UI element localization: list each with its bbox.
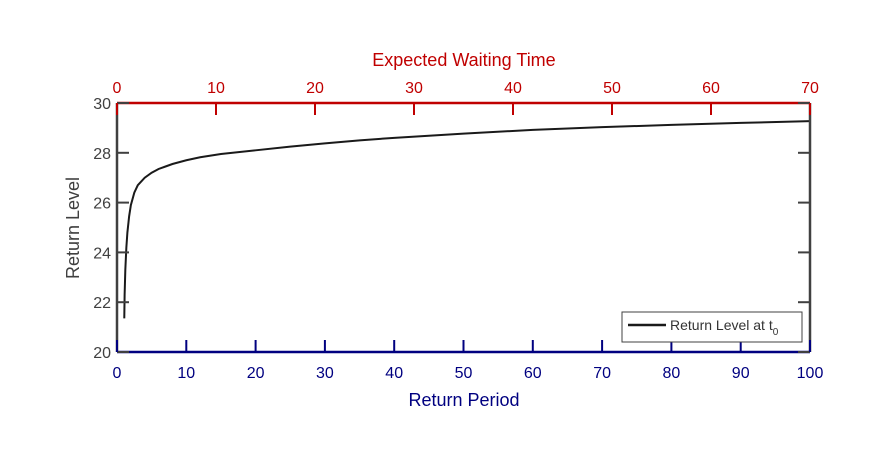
x-tick-label: 60 [524, 365, 542, 382]
x-tick-label: 0 [113, 365, 122, 382]
y-tick-label: 22 [93, 295, 111, 312]
y-tick-label: 20 [93, 345, 111, 362]
y-tick-label: 24 [93, 245, 111, 262]
x-tick-label: 90 [732, 365, 750, 382]
x-tick-label: 50 [455, 365, 473, 382]
y-axis-title: Return Level [63, 177, 83, 279]
x-tick-label: 80 [663, 365, 681, 382]
x-tick-label: 70 [593, 365, 611, 382]
y-tick-label: 30 [93, 96, 111, 113]
top-tick-label: 60 [702, 80, 720, 97]
x-tick-label: 20 [247, 365, 265, 382]
top-tick-label: 40 [504, 80, 522, 97]
legend-label-main: Return Level at t [670, 317, 773, 333]
series-line [123, 120, 811, 319]
legend-label: Return Level at t0 [670, 317, 779, 338]
x-tick-label: 100 [797, 365, 824, 382]
top-tick-label: 10 [207, 80, 225, 97]
y-tick-label: 26 [93, 196, 111, 213]
top-axis-title: Expected Waiting Time [372, 50, 555, 70]
top-tick-label: 0 [113, 80, 122, 97]
legend-box [621, 311, 803, 343]
y-tick-label: 28 [93, 146, 111, 163]
top-tick-label: 30 [405, 80, 423, 97]
x-tick-label: 30 [316, 365, 334, 382]
x-tick-label: 10 [177, 365, 195, 382]
x-axis-title: Return Period [408, 390, 519, 410]
top-tick-label: 20 [306, 80, 324, 97]
legend: Return Level at t0 [621, 311, 803, 343]
legend-label-subscript: 0 [773, 327, 779, 338]
top-tick-label: 70 [801, 80, 819, 97]
plot-area [117, 103, 810, 352]
top-tick-label: 50 [603, 80, 621, 97]
x-tick-label: 40 [385, 365, 403, 382]
